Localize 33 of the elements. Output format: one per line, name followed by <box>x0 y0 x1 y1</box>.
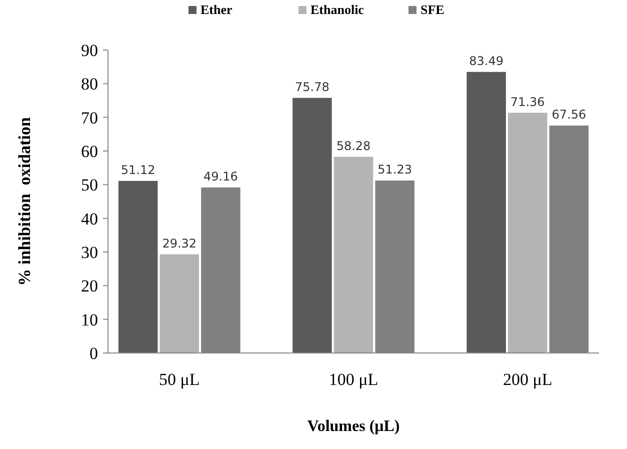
data-label: 83.49 <box>469 54 504 68</box>
data-label: 71.36 <box>510 94 545 109</box>
x-tick-label: 50 μL <box>159 370 200 389</box>
data-label: 67.56 <box>552 108 586 122</box>
data-label: 58.28 <box>336 138 371 153</box>
bar <box>508 112 548 353</box>
y-tick-label: 50 <box>81 176 98 195</box>
bar <box>334 156 374 353</box>
bar <box>160 254 200 353</box>
y-tick-label: 70 <box>81 108 98 128</box>
y-tick-label: 90 <box>81 40 98 60</box>
bar <box>466 72 506 353</box>
data-label: 51.12 <box>120 162 156 177</box>
y-tick-label: 0 <box>90 344 98 363</box>
bar <box>118 180 158 353</box>
data-label: 29.32 <box>162 236 197 250</box>
y-tick-label: 20 <box>81 276 98 296</box>
x-axis-title: Volumes (μL) <box>307 418 400 435</box>
data-label: 49.16 <box>204 169 238 184</box>
y-axis-title: % inhibition oxidation <box>15 116 34 286</box>
y-tick-label: 80 <box>81 74 98 94</box>
y-tick-label: 30 <box>81 242 98 262</box>
y-tick-label: 60 <box>81 142 98 161</box>
data-label: 75.78 <box>295 80 330 94</box>
y-tick-label: 40 <box>81 209 98 228</box>
data-label: 51.23 <box>378 162 412 177</box>
bar <box>292 98 332 353</box>
legend-label: SFE <box>420 2 444 17</box>
legend-label: Ethanolic <box>310 2 364 17</box>
legend-label: Ether <box>200 2 232 17</box>
y-tick-label: 10 <box>81 310 98 330</box>
x-tick-label: 200 μL <box>502 370 552 389</box>
x-tick-label: 100 μL <box>328 370 378 389</box>
